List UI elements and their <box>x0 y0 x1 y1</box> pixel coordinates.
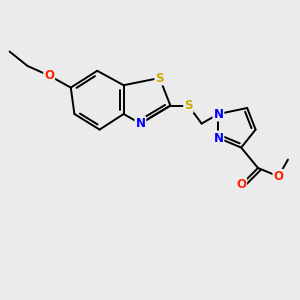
Text: S: S <box>184 99 193 112</box>
Text: O: O <box>273 170 284 183</box>
Text: N: N <box>213 131 224 145</box>
Text: O: O <box>44 69 54 82</box>
Text: S: S <box>155 71 164 85</box>
Text: N: N <box>213 107 224 121</box>
Text: N: N <box>135 117 146 130</box>
Text: O: O <box>236 178 246 191</box>
